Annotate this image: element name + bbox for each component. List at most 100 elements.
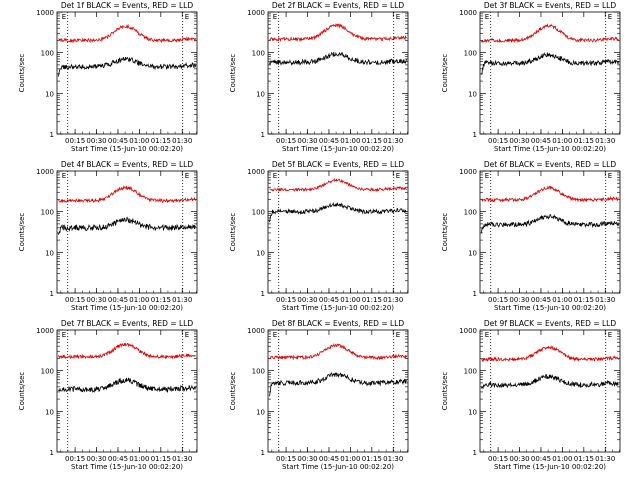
panel-title: Det 2f BLACK = Events, RED = LLD (272, 1, 405, 10)
x-tick-label: 00:45 (531, 296, 551, 304)
x-tick-label: 00:45 (319, 137, 339, 145)
x-tick-label: 00:45 (319, 296, 339, 304)
plot-frame (267, 11, 409, 135)
end-marker-label: E (396, 331, 400, 339)
x-tick-label: 01:00 (552, 296, 572, 304)
x-axis-label: Start Time (15-Jun-10 00:02:20) (282, 304, 394, 312)
panel-det-4f: Det 4f BLACK = Events, RED = LLD 1 10 100 10… (18, 160, 198, 312)
x-tick-label: 01:15 (151, 455, 171, 463)
x-tick-label: 00:30 (86, 296, 106, 304)
end-marker-label: E (396, 172, 400, 180)
plot-frame (56, 329, 198, 453)
panel-det-9f: Det 9f BLACK = Events, RED = LLD 1 10 100 10… (441, 319, 621, 471)
x-tick-label: 00:30 (297, 137, 317, 145)
x-tick-label: 00:15 (65, 455, 85, 463)
y-tick-label: 10 (45, 408, 54, 416)
x-tick-label: 00:30 (297, 296, 317, 304)
x-tick-label: 01:15 (362, 137, 382, 145)
x-tick-label: 01:30 (595, 455, 615, 463)
series-line-lld (481, 23, 619, 44)
panel-det-8f: Det 8f BLACK = Events, RED = LLD 1 10 100 10… (229, 319, 409, 471)
y-tick-label: 1 (261, 449, 265, 457)
series-line-events (481, 52, 619, 75)
series-line-lld (269, 342, 407, 361)
x-tick-label: 00:45 (108, 137, 128, 145)
x-tick-label: 00:15 (276, 455, 296, 463)
y-axis-label: Counts/sec (229, 213, 237, 252)
y-axis-label: Counts/sec (18, 372, 26, 411)
x-tick-label: 01:30 (383, 296, 403, 304)
series-line-events (481, 374, 619, 390)
panel-title: Det 9f BLACK = Events, RED = LLD (484, 319, 617, 328)
start-marker-label: E (273, 13, 277, 21)
plot-frame (56, 170, 198, 294)
x-tick-label: 01:30 (383, 137, 403, 145)
y-tick-label: 100 (252, 368, 265, 376)
y-tick-label: 1 (50, 290, 54, 298)
y-tick-label: 100 (252, 209, 265, 217)
x-tick-label: 00:45 (531, 455, 551, 463)
x-tick-label: 00:45 (108, 296, 128, 304)
panel-title: Det 5f BLACK = Events, RED = LLD (272, 160, 405, 169)
y-axis-label: Counts/sec (229, 372, 237, 411)
x-tick-label: 00:30 (509, 296, 529, 304)
start-marker-label: E (273, 172, 277, 180)
y-tick-label: 10 (256, 90, 265, 98)
plot-frame (479, 11, 621, 135)
y-axis-label: Counts/sec (229, 54, 237, 93)
y-tick-label: 1 (261, 131, 265, 139)
x-tick-label: 01:15 (574, 137, 594, 145)
y-tick-label: 1000 (459, 327, 477, 335)
x-tick-label: 01:15 (574, 296, 594, 304)
start-marker-label: E (273, 331, 277, 339)
panel-title: Det 8f BLACK = Events, RED = LLD (272, 319, 405, 328)
series-line-lld (269, 177, 407, 192)
series-line-events (58, 377, 196, 393)
series-line-events (481, 213, 619, 233)
x-tick-label: 01:15 (151, 137, 171, 145)
start-marker-label: E (62, 13, 66, 21)
y-tick-label: 10 (45, 249, 54, 257)
y-tick-label: 1 (50, 449, 54, 457)
panel-det-3f: Det 3f BLACK = Events, RED = LLD 1 10 100 10… (441, 1, 621, 153)
y-tick-label: 1000 (36, 168, 54, 176)
y-axis-label: Counts/sec (18, 213, 26, 252)
x-tick-label: 00:30 (509, 137, 529, 145)
panel-det-5f: Det 5f BLACK = Events, RED = LLD 1 10 100 10… (229, 160, 409, 312)
y-tick-label: 100 (41, 368, 54, 376)
x-tick-label: 01:00 (552, 455, 572, 463)
end-marker-label: E (185, 331, 189, 339)
end-marker-label: E (608, 13, 612, 21)
y-tick-label: 100 (464, 50, 477, 58)
y-tick-label: 1 (50, 131, 54, 139)
end-marker-label: E (608, 172, 612, 180)
y-tick-label: 100 (41, 209, 54, 217)
x-tick-label: 01:30 (172, 296, 192, 304)
y-tick-label: 1 (261, 290, 265, 298)
y-tick-label: 100 (464, 209, 477, 217)
panel-title: Det 6f BLACK = Events, RED = LLD (484, 160, 617, 169)
x-tick-label: 00:30 (297, 455, 317, 463)
x-tick-label: 01:00 (340, 455, 360, 463)
x-tick-label: 01:15 (362, 455, 382, 463)
panel-det-2f: Det 2f BLACK = Events, RED = LLD 1 10 100 10… (229, 1, 409, 153)
series-line-lld (481, 344, 619, 363)
series-line-events (58, 216, 196, 235)
y-tick-label: 1 (473, 290, 477, 298)
series-line-events (269, 372, 407, 397)
end-marker-label: E (608, 331, 612, 339)
x-tick-label: 00:15 (65, 137, 85, 145)
panel-det-7f: Det 7f BLACK = Events, RED = LLD 1 10 100 10… (18, 319, 198, 471)
x-tick-label: 00:15 (276, 137, 296, 145)
x-tick-label: 00:30 (86, 455, 106, 463)
x-tick-label: 00:15 (488, 296, 508, 304)
x-tick-label: 01:30 (595, 137, 615, 145)
y-tick-label: 1000 (459, 168, 477, 176)
y-tick-label: 1000 (247, 9, 265, 17)
x-axis-label: Start Time (15-Jun-10 00:02:20) (282, 145, 394, 153)
x-tick-label: 01:15 (151, 296, 171, 304)
series-line-lld (58, 23, 196, 44)
end-marker-label: E (396, 13, 400, 21)
x-tick-label: 00:45 (319, 455, 339, 463)
y-tick-label: 10 (468, 90, 477, 98)
